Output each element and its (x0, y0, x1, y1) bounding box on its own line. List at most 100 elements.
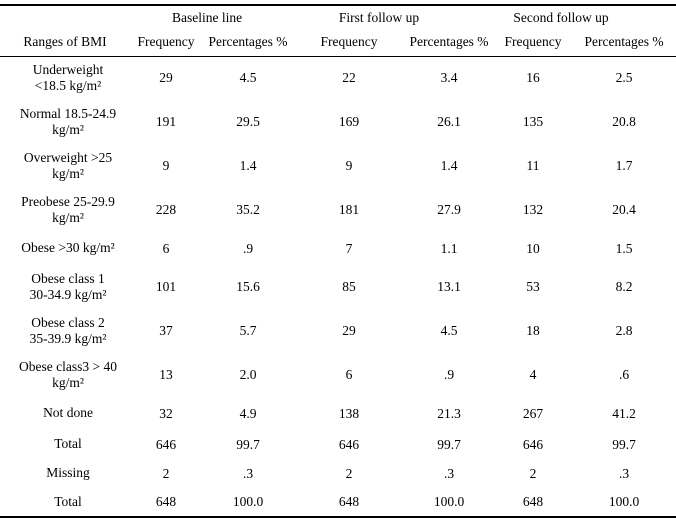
cell-value: 53 (526, 279, 540, 294)
cell-value: 4.5 (239, 70, 257, 86)
cell-value: .6 (618, 367, 630, 382)
column-header-frequency-first: Frequency (294, 29, 405, 57)
cell-value: 135 (522, 114, 544, 129)
cell-value: 2 (345, 465, 353, 481)
cell-value: 13 (159, 367, 173, 382)
cell-value: 32 (159, 405, 173, 421)
cell-value: .9 (242, 240, 254, 256)
table-row-obese-class-1: Obese class 1 30-34.9 kg/m² 101 15.6 85 … (0, 265, 676, 309)
row-label: Obese class3 > 40 kg/m² (19, 358, 117, 390)
cell-value: 169 (338, 114, 360, 129)
row-label: Obese >30 kg/m² (21, 240, 115, 256)
cell-value: 2.8 (615, 323, 633, 338)
group-header-baseline: Baseline line (171, 9, 243, 25)
column-header-row: Ranges of BMI Frequency Percentages % Fr… (0, 29, 676, 57)
cell-value: 5.7 (239, 323, 257, 338)
cell-value: 6 (345, 367, 353, 382)
cell-value: 35.2 (236, 202, 260, 217)
column-header-percentages-baseline: Percentages % (202, 29, 295, 57)
cell-value: 1.4 (440, 158, 458, 173)
cell-value: 99.7 (612, 436, 636, 452)
group-header-blank (0, 5, 130, 29)
cell-value: 1.5 (615, 240, 633, 256)
row-label: Underweight <18.5 kg/m² (32, 61, 104, 94)
cell-value: 191 (155, 114, 177, 129)
cell-value: 99.7 (437, 436, 461, 452)
cell-value: 85 (342, 279, 356, 294)
cell-value: 20.4 (612, 202, 636, 217)
table-row-not-done: Not done 32 4.9 138 21.3 267 41.2 (0, 397, 676, 430)
bmi-frequency-table: Baseline line First follow up Second fol… (0, 4, 676, 518)
cell-value: 6 (162, 240, 170, 256)
cell-value: 1.7 (615, 158, 633, 173)
cell-value: 37 (159, 323, 173, 338)
column-header-percentages-first: Percentages % (404, 29, 495, 57)
row-label: Overweight >25 kg/m² (23, 149, 113, 181)
cell-value: 15.6 (236, 279, 260, 294)
group-header-first-follow-up: First follow up (338, 9, 420, 25)
cell-value: 181 (338, 202, 360, 217)
row-label: Obese class 2 35-39.9 kg/m² (29, 314, 107, 346)
cell-value: 9 (345, 158, 353, 173)
table-row-obese-class-2: Obese class 2 35-39.9 kg/m² 37 5.7 29 4.… (0, 309, 676, 353)
cell-value: 10 (526, 240, 540, 256)
column-header-percentages-second: Percentages % (572, 29, 676, 57)
cell-value: .9 (443, 367, 455, 382)
cell-value: 29 (159, 70, 173, 86)
cell-value: 41.2 (612, 405, 636, 421)
row-label: Preobese 25-29.9 kg/m² (21, 193, 115, 225)
cell-value: 2.0 (239, 367, 257, 382)
row-label: Total (54, 436, 82, 452)
cell-value: 21.3 (437, 405, 461, 421)
cell-value: 138 (338, 405, 360, 421)
table-row-preobese: Preobese 25-29.9 kg/m² 228 35.2 181 27.9… (0, 188, 676, 232)
cell-value: 4.5 (440, 323, 458, 338)
cell-value: 29 (342, 323, 356, 338)
cell-value: 646 (522, 436, 544, 452)
cell-value: 20.8 (612, 114, 636, 129)
column-header-frequency-baseline: Frequency (130, 29, 202, 57)
column-header-frequency-second: Frequency (494, 29, 573, 57)
cell-value: 648 (522, 494, 544, 509)
cell-value: .3 (242, 465, 254, 481)
table-header: Baseline line First follow up Second fol… (0, 5, 676, 57)
cell-value: 7 (345, 240, 353, 256)
cell-value: 26.1 (437, 114, 461, 129)
cell-value: 27.9 (437, 202, 461, 217)
cell-value: 100.0 (433, 494, 465, 509)
table-row-obese: Obese >30 kg/m² 6 .9 7 1.1 10 1.5 (0, 232, 676, 265)
cell-value: 267 (522, 405, 544, 421)
cell-value: 18 (526, 323, 540, 338)
cell-value: 4.9 (239, 405, 257, 421)
column-header-ranges: Ranges of BMI (0, 29, 130, 57)
table-body: Underweight <18.5 kg/m² 29 4.5 22 3.4 16… (0, 56, 676, 517)
cell-value: 2 (529, 465, 537, 481)
cell-value: 2 (162, 465, 170, 481)
row-label: Total (54, 493, 82, 509)
row-label: Missing (46, 465, 90, 481)
cell-value: 132 (522, 202, 544, 217)
cell-value: 99.7 (236, 436, 260, 452)
table-row-obese-class-3: Obese class3 > 40 kg/m² 13 2.0 6 .9 4 .6 (0, 353, 676, 397)
cell-value: 1.1 (440, 240, 458, 256)
cell-value: 100.0 (232, 494, 264, 509)
cell-value: 9 (162, 158, 170, 173)
cell-value: 16 (526, 70, 540, 86)
table-row-overweight: Overweight >25 kg/m² 9 1.4 9 1.4 11 1.7 (0, 144, 676, 188)
cell-value: 1.4 (239, 158, 257, 173)
cell-value: 646 (155, 436, 177, 452)
cell-value: 11 (526, 158, 540, 173)
table-row-normal: Normal 18.5-24.9 kg/m² 191 29.5 169 26.1… (0, 100, 676, 144)
row-label: Normal 18.5-24.9 kg/m² (19, 105, 117, 137)
row-label: Not done (43, 405, 93, 421)
table-row-missing: Missing 2 .3 2 .3 2 .3 (0, 459, 676, 488)
table-row-total-valid: Total 646 99.7 646 99.7 646 99.7 (0, 430, 676, 459)
cell-value: .3 (618, 465, 630, 481)
cell-value: 646 (338, 436, 360, 452)
group-header-second-follow-up: Second follow up (513, 9, 609, 25)
cell-value: 228 (155, 202, 177, 217)
table-row-underweight: Underweight <18.5 kg/m² 29 4.5 22 3.4 16… (0, 56, 676, 100)
cell-value: 2.5 (615, 70, 633, 86)
group-header-row: Baseline line First follow up Second fol… (0, 5, 676, 29)
